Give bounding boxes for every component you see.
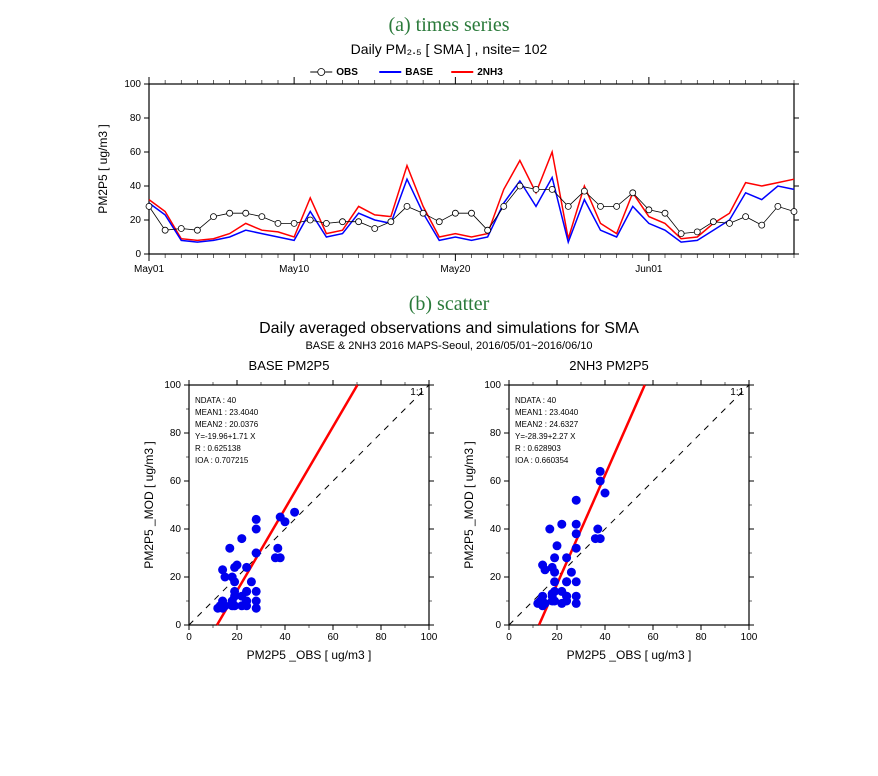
svg-text:1:1: 1:1 xyxy=(410,387,424,398)
svg-text:60: 60 xyxy=(170,476,182,487)
svg-text:Jun01: Jun01 xyxy=(635,264,663,275)
svg-text:R : 0.625138: R : 0.625138 xyxy=(195,444,241,453)
svg-text:40: 40 xyxy=(170,524,182,535)
svg-text:60: 60 xyxy=(647,632,659,643)
svg-text:IOA : 0.660354: IOA : 0.660354 xyxy=(515,456,569,465)
svg-text:80: 80 xyxy=(170,428,182,439)
svg-text:20: 20 xyxy=(170,572,182,583)
svg-text:PM2P5 _MOD [ ug/m3 ]: PM2P5 _MOD [ ug/m3 ] xyxy=(142,441,156,568)
scatter-panel-base: BASE PM2P5 00 20 20 40 40 60 60 80 80 100 100 PM2P5… xyxy=(139,358,439,665)
svg-text:2NH3: 2NH3 xyxy=(477,67,503,78)
scatter-main-title: Daily averaged observations and simulati… xyxy=(10,320,878,338)
svg-text:60: 60 xyxy=(327,632,339,643)
svg-text:40: 40 xyxy=(130,181,142,192)
svg-text:MEAN1 : 23.4040: MEAN1 : 23.4040 xyxy=(195,408,259,417)
svg-text:1:1: 1:1 xyxy=(730,387,744,398)
svg-text:80: 80 xyxy=(375,632,387,643)
svg-text:MEAN2 : 20.0376: MEAN2 : 20.0376 xyxy=(195,420,259,429)
svg-text:BASE: BASE xyxy=(405,67,433,78)
scatter-row: BASE PM2P5 002020404060608080100100PM2P5… xyxy=(10,358,878,665)
scatter-base-title: BASE PM2P5 xyxy=(249,358,330,373)
svg-text:80: 80 xyxy=(130,113,142,124)
timeseries-chart: 0 20 40 60 80 100 May01 May10 May20 Jun01 PM2P5 [ … xyxy=(10,59,878,289)
svg-text:20: 20 xyxy=(490,572,502,583)
scatter-sub-title: BASE & 2NH3 2016 MAPS-Seoul, 2016/05/01~… xyxy=(10,340,878,352)
svg-text:PM2P5 [ ug/m3 ]: PM2P5 [ ug/m3 ] xyxy=(96,124,110,213)
svg-text:NDATA : 40: NDATA : 40 xyxy=(195,396,237,405)
svg-text:Y=-19.96+1.71 X: Y=-19.96+1.71 X xyxy=(195,432,256,441)
svg-text:MEAN1 : 23.4040: MEAN1 : 23.4040 xyxy=(515,408,579,417)
svg-text:0: 0 xyxy=(506,632,512,643)
scatter-2nh3-title: 2NH3 PM2P5 xyxy=(569,358,648,373)
svg-text:40: 40 xyxy=(599,632,611,643)
svg-text:MEAN2 : 24.6327: MEAN2 : 24.6327 xyxy=(515,420,579,429)
svg-text:Y=-28.39+2.27 X: Y=-28.39+2.27 X xyxy=(515,432,576,441)
svg-text:0: 0 xyxy=(186,632,192,643)
svg-text:May01: May01 xyxy=(134,264,164,275)
timeseries-title: Daily PM₂.₅ [ SMA ] , nsite= 102 xyxy=(10,41,878,57)
svg-text:40: 40 xyxy=(490,524,502,535)
svg-text:100: 100 xyxy=(484,380,501,391)
svg-text:PM2P5 _OBS [ ug/m3 ]: PM2P5 _OBS [ ug/m3 ] xyxy=(567,648,692,662)
svg-text:100: 100 xyxy=(164,380,181,391)
svg-text:20: 20 xyxy=(551,632,563,643)
svg-text:May20: May20 xyxy=(440,264,470,275)
section-a-label: (a) times series xyxy=(10,14,878,37)
svg-text:100: 100 xyxy=(421,632,438,643)
svg-text:0: 0 xyxy=(175,620,181,631)
svg-text:0: 0 xyxy=(495,620,501,631)
svg-text:IOA : 0.707215: IOA : 0.707215 xyxy=(195,456,249,465)
svg-text:80: 80 xyxy=(490,428,502,439)
svg-text:R : 0.628903: R : 0.628903 xyxy=(515,444,561,453)
svg-text:PM2P5 _MOD [ ug/m3 ]: PM2P5 _MOD [ ug/m3 ] xyxy=(462,441,476,568)
svg-text:100: 100 xyxy=(741,632,758,643)
scatter-panel-2nh3: 2NH3 PM2P5 00 20 20 40 40 60 60 80 80 100 100 PM2P5… xyxy=(459,358,759,665)
svg-text:40: 40 xyxy=(279,632,291,643)
svg-text:20: 20 xyxy=(231,632,243,643)
svg-text:100: 100 xyxy=(124,79,141,90)
svg-text:20: 20 xyxy=(130,215,142,226)
svg-text:PM2P5 _OBS [ ug/m3 ]: PM2P5 _OBS [ ug/m3 ] xyxy=(247,648,372,662)
svg-text:NDATA : 40: NDATA : 40 xyxy=(515,396,557,405)
svg-text:80: 80 xyxy=(695,632,707,643)
section-b-label: (b) scatter xyxy=(10,293,878,316)
svg-text:60: 60 xyxy=(490,476,502,487)
svg-text:May10: May10 xyxy=(279,264,309,275)
svg-text:OBS: OBS xyxy=(336,67,358,78)
svg-text:60: 60 xyxy=(130,147,142,158)
svg-text:0: 0 xyxy=(135,249,141,260)
